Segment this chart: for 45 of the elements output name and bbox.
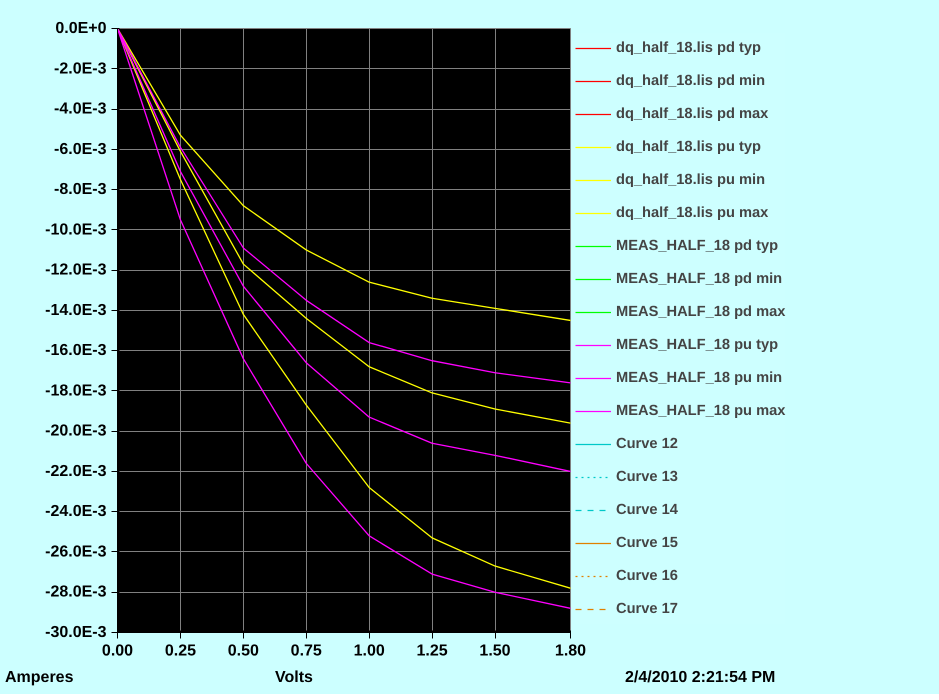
y-tick-label: -14.0E-3 — [45, 302, 107, 319]
legend-label: Curve 12 — [616, 435, 678, 454]
x-tick-label: 0.00 — [102, 642, 134, 660]
legend-label: Curve 15 — [616, 534, 678, 553]
legend-label: dq_half_18.lis pu typ — [616, 138, 761, 157]
y-tick-label: -8.0E-3 — [54, 181, 107, 198]
x-tick-label: 1.50 — [479, 642, 511, 660]
y-tick-label: -22.0E-3 — [45, 462, 107, 480]
legend-label: Curve 14 — [616, 501, 678, 520]
y-tick-label: -12.0E-3 — [45, 262, 107, 279]
y-tick-label: -6.0E-3 — [54, 140, 107, 158]
y-tick-label: -20.0E-3 — [45, 422, 107, 440]
legend-label: dq_half_18.lis pd min — [616, 72, 766, 91]
x-tick-label: 1.00 — [354, 642, 385, 660]
y-tick-label: -2.0E-3 — [54, 60, 107, 78]
y-tick-label: -18.0E-3 — [45, 382, 107, 400]
legend-label: MEAS_HALF_18 pu min — [616, 369, 782, 388]
x-tick-label: 0.75 — [290, 642, 322, 660]
legend-label: Curve 17 — [616, 600, 678, 619]
y-tick-label: -24.0E-3 — [45, 503, 107, 520]
legend-label: dq_half_18.lis pu min — [616, 171, 766, 190]
x-tick-label: 1.25 — [416, 642, 448, 660]
y-tick-label: 0.0E+0 — [55, 20, 107, 37]
legend-label: Curve 13 — [616, 468, 678, 487]
legend-label: MEAS_HALF_18 pu max — [616, 402, 786, 421]
x-tick-label: 0.25 — [164, 642, 196, 660]
legend-label: MEAS_HALF_18 pd max — [616, 303, 786, 322]
text: 2/4/2010 2:21:54 PM — [625, 668, 776, 688]
y-tick-label: -26.0E-3 — [45, 543, 107, 560]
x-axis-title: Volts — [275, 668, 313, 688]
legend-label: MEAS_HALF_18 pu typ — [616, 336, 778, 355]
y-tick-label: -30.0E-3 — [45, 624, 107, 641]
legend-label: dq_half_18.lis pd typ — [616, 39, 761, 58]
y-tick-label: -28.0E-3 — [45, 584, 107, 601]
x-tick-label: 0.50 — [228, 642, 260, 660]
y-tick-label: -16.0E-3 — [45, 342, 107, 360]
legend-label: dq_half_18.lis pu max — [616, 204, 768, 223]
y-tick-label: -10.0E-3 — [45, 221, 107, 238]
legend-label: Curve 16 — [616, 567, 678, 586]
legend-label: MEAS_HALF_18 pd typ — [616, 237, 778, 256]
y-tick-label: -4.0E-3 — [54, 100, 107, 118]
x-tick-label: 1.80 — [554, 642, 586, 660]
y-axis-title: Amperes — [5, 668, 74, 688]
legend-label: MEAS_HALF_18 pd min — [616, 270, 782, 289]
legend-label: dq_half_18.lis pd max — [616, 105, 768, 124]
